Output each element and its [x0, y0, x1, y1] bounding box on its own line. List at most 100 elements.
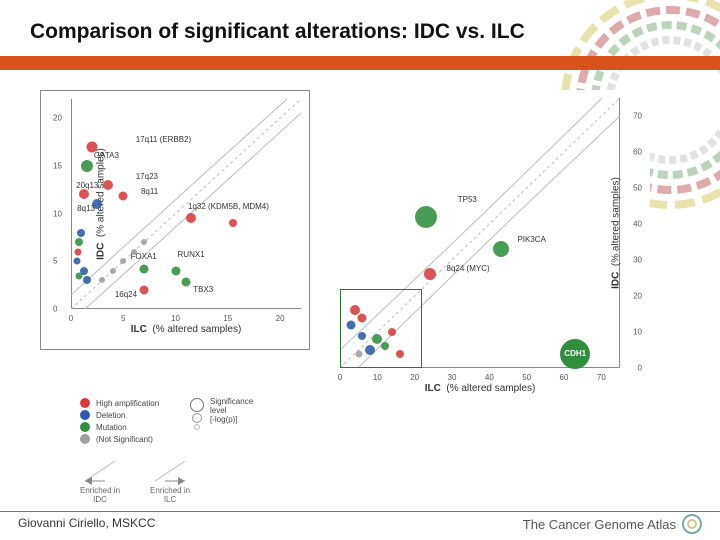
- scatter-point: [120, 258, 126, 264]
- scatter-point: [355, 350, 362, 357]
- point-label: RUNX1: [178, 250, 205, 259]
- scatter-point: [365, 345, 375, 355]
- x-tick: 70: [597, 373, 606, 382]
- scatter-point: [76, 272, 83, 279]
- right-x-axis-label: ILC (% altered samples): [425, 383, 536, 394]
- scatter-point: [372, 334, 382, 344]
- legend-significance-label: Significance level [-log(p)]: [210, 398, 253, 424]
- y-tick: 20: [53, 114, 62, 123]
- legend-enriched-idc: Enriched in IDC: [80, 456, 120, 504]
- left-scatter-plot: IDC (% altered samples) ILC (% altered s…: [71, 99, 301, 309]
- scatter-point: [75, 248, 82, 255]
- scatter-point: [358, 313, 367, 322]
- point-label: 8q24 (MYC): [447, 264, 490, 273]
- x-tick: 60: [560, 373, 569, 382]
- x-tick: 40: [485, 373, 494, 382]
- x-tick: 30: [448, 373, 457, 382]
- x-tick: 5: [121, 314, 125, 323]
- scatter-point: [119, 192, 128, 201]
- scatter-point: [75, 238, 83, 246]
- legend-swatch: [80, 422, 90, 432]
- point-label: 8q11: [141, 187, 158, 196]
- scatter-point: [182, 278, 191, 287]
- scatter-point: [131, 249, 137, 255]
- legend-label: (Not Significant): [96, 435, 153, 444]
- scatter-point: [424, 268, 436, 280]
- point-label: PIK3CA: [517, 235, 545, 244]
- scatter-point: [415, 206, 437, 228]
- legend-swatch: [80, 398, 90, 408]
- x-tick: 10: [171, 314, 180, 323]
- x-tick: 15: [223, 314, 232, 323]
- legend-enrichment: Enriched in IDC Enriched in ILC: [80, 456, 190, 504]
- scatter-point: [186, 213, 196, 223]
- tcga-logo-text: The Cancer Genome Atlas: [523, 517, 676, 532]
- right-scatter-panel: IDC (% altered samples) ILC (% altered s…: [330, 90, 650, 390]
- y-tick: 50: [633, 184, 642, 193]
- scatter-point: [83, 276, 91, 284]
- point-label: 17q23: [136, 172, 158, 181]
- y-tick: 30: [633, 256, 642, 265]
- x-tick: 0: [338, 373, 342, 382]
- legend-label: High amplification: [96, 399, 159, 408]
- right-scatter-plot: IDC (% altered samples) ILC (% altered s…: [340, 98, 620, 368]
- point-label: GATA3: [94, 151, 119, 160]
- x-tick: 20: [410, 373, 419, 382]
- legend-swatch: [80, 410, 90, 420]
- y-tick: 60: [633, 148, 642, 157]
- x-tick: 10: [373, 373, 382, 382]
- scatter-point: [388, 328, 396, 336]
- scatter-point: [79, 189, 89, 199]
- scatter-point: [81, 160, 93, 172]
- left-x-axis-label: ILC (% altered samples): [131, 324, 242, 335]
- legend-row: (Not Significant): [80, 434, 310, 444]
- scatter-point: [381, 342, 389, 350]
- y-tick: 20: [633, 292, 642, 301]
- y-tick: 40: [633, 220, 642, 229]
- legend-label: Deletion: [96, 411, 125, 420]
- point-label: 16q24: [115, 290, 137, 299]
- y-tick: 15: [53, 161, 62, 170]
- point-label: TBX3: [193, 285, 213, 294]
- main-stage: IDC (% altered samples) ILC (% altered s…: [40, 90, 680, 470]
- y-tick: 0: [638, 364, 642, 373]
- scatter-point: [103, 180, 113, 190]
- scatter-point: [396, 350, 404, 358]
- scatter-point: [171, 266, 180, 275]
- point-label: TP53: [458, 195, 477, 204]
- y-tick: 0: [53, 305, 57, 314]
- legend-enriched-ilc: Enriched in ILC: [150, 456, 190, 504]
- slide-title: Comparison of significant alterations: I…: [30, 20, 525, 44]
- y-tick: 10: [53, 209, 62, 218]
- legend-significance: Significance level [-log(p)]: [190, 398, 253, 430]
- y-tick: 70: [633, 112, 642, 121]
- scatter-point: [229, 219, 237, 227]
- scatter-point: [99, 277, 105, 283]
- y-tick: 10: [633, 328, 642, 337]
- scatter-point: [347, 320, 356, 329]
- legend: High amplification Deletion Mutation (Not S…: [80, 398, 310, 446]
- header-band: [0, 56, 720, 70]
- x-tick: 0: [69, 314, 73, 323]
- cdh1-badge: CDH1: [560, 339, 590, 369]
- legend-swatch: [80, 434, 90, 444]
- scatter-point: [493, 241, 509, 257]
- point-label: 1q32 (KDM5B, MDM4): [188, 202, 269, 211]
- y-tick: 5: [53, 257, 57, 266]
- tcga-logo: The Cancer Genome Atlas: [523, 514, 702, 534]
- author-credit: Giovanni Ciriello, MSKCC: [18, 516, 155, 530]
- footer-divider: [0, 511, 720, 512]
- tcga-logo-icon: [682, 514, 702, 534]
- scatter-point: [77, 229, 85, 237]
- x-tick: 50: [522, 373, 531, 382]
- legend-label: Mutation: [96, 423, 127, 432]
- right-y-axis-label: IDC (% altered samples): [611, 177, 622, 289]
- point-label: 20q13: [76, 181, 98, 190]
- scatter-point: [74, 258, 81, 265]
- x-tick: 20: [276, 314, 285, 323]
- scatter-point: [140, 264, 149, 273]
- point-label: 17q11 (ERBB2): [136, 135, 191, 144]
- scatter-point: [141, 239, 147, 245]
- scatter-point: [358, 332, 366, 340]
- scatter-point: [140, 285, 149, 294]
